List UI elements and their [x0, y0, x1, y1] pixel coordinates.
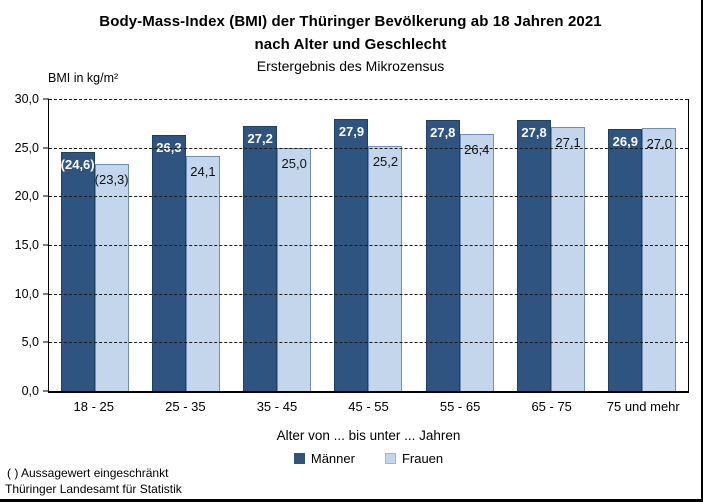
x-tick-label: 75 und mehr	[606, 399, 680, 414]
y-tick-mark	[43, 341, 49, 343]
y-tick-label: 0,0	[21, 384, 39, 398]
legend-label-maenner: Männer	[310, 451, 355, 466]
x-tick-label: 45 - 55	[348, 399, 389, 414]
y-tick-label: 25,0	[14, 140, 39, 155]
footnote-limited-validity: ( ) Aussagewert eingeschränkt	[7, 466, 169, 480]
bar-group: 26,3 24,1	[140, 99, 231, 391]
bar-group: (24,6) (23,3)	[49, 99, 140, 391]
gridline	[49, 342, 688, 344]
bar-frauen-45-55: 25,2	[368, 145, 403, 391]
bar-männer-75undmehr: 26,9	[608, 129, 643, 391]
chart-title-line1: Body-Mass-Index (BMI) der Thüringer Bevö…	[99, 13, 602, 30]
bar-value-label: 24,1	[190, 164, 216, 180]
bar-value-label: 25,0	[281, 155, 307, 171]
x-tick-label: 18 - 25	[73, 399, 115, 414]
bar-value-label: 27,0	[646, 136, 672, 152]
legend-swatch-frauen-icon	[384, 453, 396, 464]
legend-swatch-maenner-icon	[293, 453, 305, 464]
x-tick-label: 35 - 45	[256, 399, 298, 414]
bar-value-label: 25,2	[372, 153, 399, 169]
bar-männer-35-45: 27,2	[243, 126, 278, 391]
y-tick-label: 15,0	[14, 238, 39, 252]
y-tick-mark	[43, 244, 49, 246]
gridline	[49, 245, 688, 246]
x-axis-labels: 18 - 25 25 - 35 35 - 45 45 - 55 55 - 65 65 - …	[48, 399, 689, 414]
bar-frauen-25-35: 24,1	[185, 156, 220, 391]
y-tick-mark	[43, 293, 49, 295]
bar-frauen-65-75: 27,1	[551, 127, 586, 391]
legend: Männer Frauen	[48, 451, 689, 466]
x-axis-title: Alter von ... bis unter ... Jahren	[276, 428, 461, 443]
bar-frauen-75undmehr: 27,0	[642, 128, 677, 391]
gridline	[49, 293, 688, 295]
x-tick-label: 55 - 65	[439, 399, 481, 414]
legend-label-frauen: Frauen	[401, 451, 444, 466]
y-tick-label: 20,0	[14, 189, 39, 204]
bar-frauen-18-25: (23,3)	[94, 164, 129, 391]
bar-value-label: 27,2	[247, 131, 273, 147]
y-tick-label: 10,0	[14, 286, 39, 301]
chart-title-line2: nach Alter und Geschlecht	[254, 36, 447, 53]
bar-value-label: 27,1	[555, 135, 581, 151]
bar-männer-45-55: 27,9	[334, 119, 369, 391]
bar-group: 27,2 25,0	[232, 99, 323, 391]
gridline	[49, 196, 688, 198]
bar-männer-18-25: (24,6)	[60, 151, 95, 391]
bars-row: (24,6) (23,3) 26,3 24,1 27,2 25,0 27,9 25,2 27,8…	[49, 99, 688, 391]
y-axis-unit-label: BMI in kg/m²	[48, 71, 119, 85]
bar-group: 27,8 26,4	[414, 99, 505, 391]
y-tick-mark	[43, 98, 49, 100]
bar-value-label: (24,6)	[60, 156, 95, 172]
legend-item-frauen: Frauen	[384, 451, 444, 466]
footnote-source: Thüringer Landesamt für Statistik	[5, 482, 182, 496]
y-tick-label: 5,0	[21, 335, 39, 350]
bar-frauen-35-45: 25,0	[277, 147, 312, 391]
chart-subtitle: Erstergebnis des Mikrozensus	[256, 58, 445, 74]
bar-frauen-55-65: 26,4	[459, 134, 494, 391]
y-tick-mark	[43, 390, 49, 392]
bar-value-label: 26,9	[612, 134, 638, 150]
bar-männer-25-35: 26,3	[151, 135, 186, 391]
y-tick-mark	[43, 195, 49, 197]
bar-value-label: 26,3	[156, 140, 182, 156]
legend-item-maenner: Männer	[293, 451, 355, 466]
bar-group: 27,9 25,2	[323, 99, 414, 391]
bar-group: 26,9 27,0	[597, 99, 688, 391]
gridline	[49, 147, 688, 149]
plot-area: (24,6) (23,3) 26,3 24,1 27,2 25,0 27,9 25,2 27,8…	[15, 92, 689, 398]
bar-group: 27,8 27,1	[505, 99, 596, 391]
x-tick-label: 25 - 35	[165, 399, 206, 414]
bar-value-label: 27,8	[521, 125, 547, 141]
y-tick-mark	[43, 147, 49, 149]
bar-männer-55-65: 27,8	[425, 120, 460, 391]
bar-value-label: 27,8	[430, 125, 456, 141]
bar-männer-65-75: 27,8	[517, 120, 552, 391]
gridline	[49, 99, 688, 100]
y-tick-label: 30,0	[14, 92, 39, 106]
bar-value-label: 27,9	[338, 124, 365, 140]
bar-value-label: 26,4	[464, 142, 490, 158]
x-tick-label: 65 - 75	[531, 399, 572, 414]
bar-value-label: (23,3)	[94, 172, 129, 188]
